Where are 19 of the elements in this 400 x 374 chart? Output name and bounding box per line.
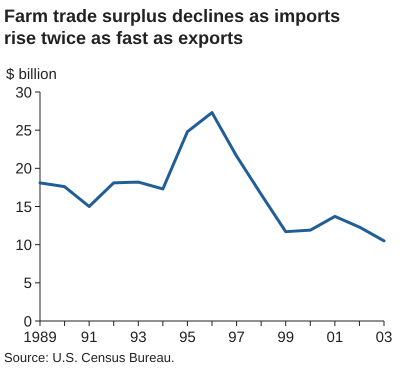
x-tick-label: 97 (228, 329, 245, 346)
y-tick-label: 30 (15, 84, 32, 102)
chart-title: Farm trade surplus declines as imports rise twice as fast as exports (4, 6, 340, 48)
y-tick-label: 0 (24, 313, 32, 330)
source-note: Source: U.S. Census Bureau. (4, 350, 175, 365)
x-tick-label: 1989 (23, 329, 57, 346)
x-tick-label: 01 (326, 329, 344, 346)
x-tick-label: 99 (277, 329, 294, 346)
line-series (38, 111, 386, 242)
y-tick-label: 20 (15, 160, 32, 178)
y-tick-label: 10 (15, 236, 32, 254)
y-tick-label: 5 (24, 275, 32, 292)
x-tick-label: 93 (130, 329, 147, 346)
x-tick-label: 03 (376, 329, 392, 346)
y-tick-label: 15 (15, 198, 32, 216)
y-axis-title: $ billion (6, 66, 57, 83)
y-tick-label: 25 (15, 122, 32, 140)
x-tick-label: 91 (80, 329, 98, 346)
x-tick-label: 95 (179, 329, 196, 346)
